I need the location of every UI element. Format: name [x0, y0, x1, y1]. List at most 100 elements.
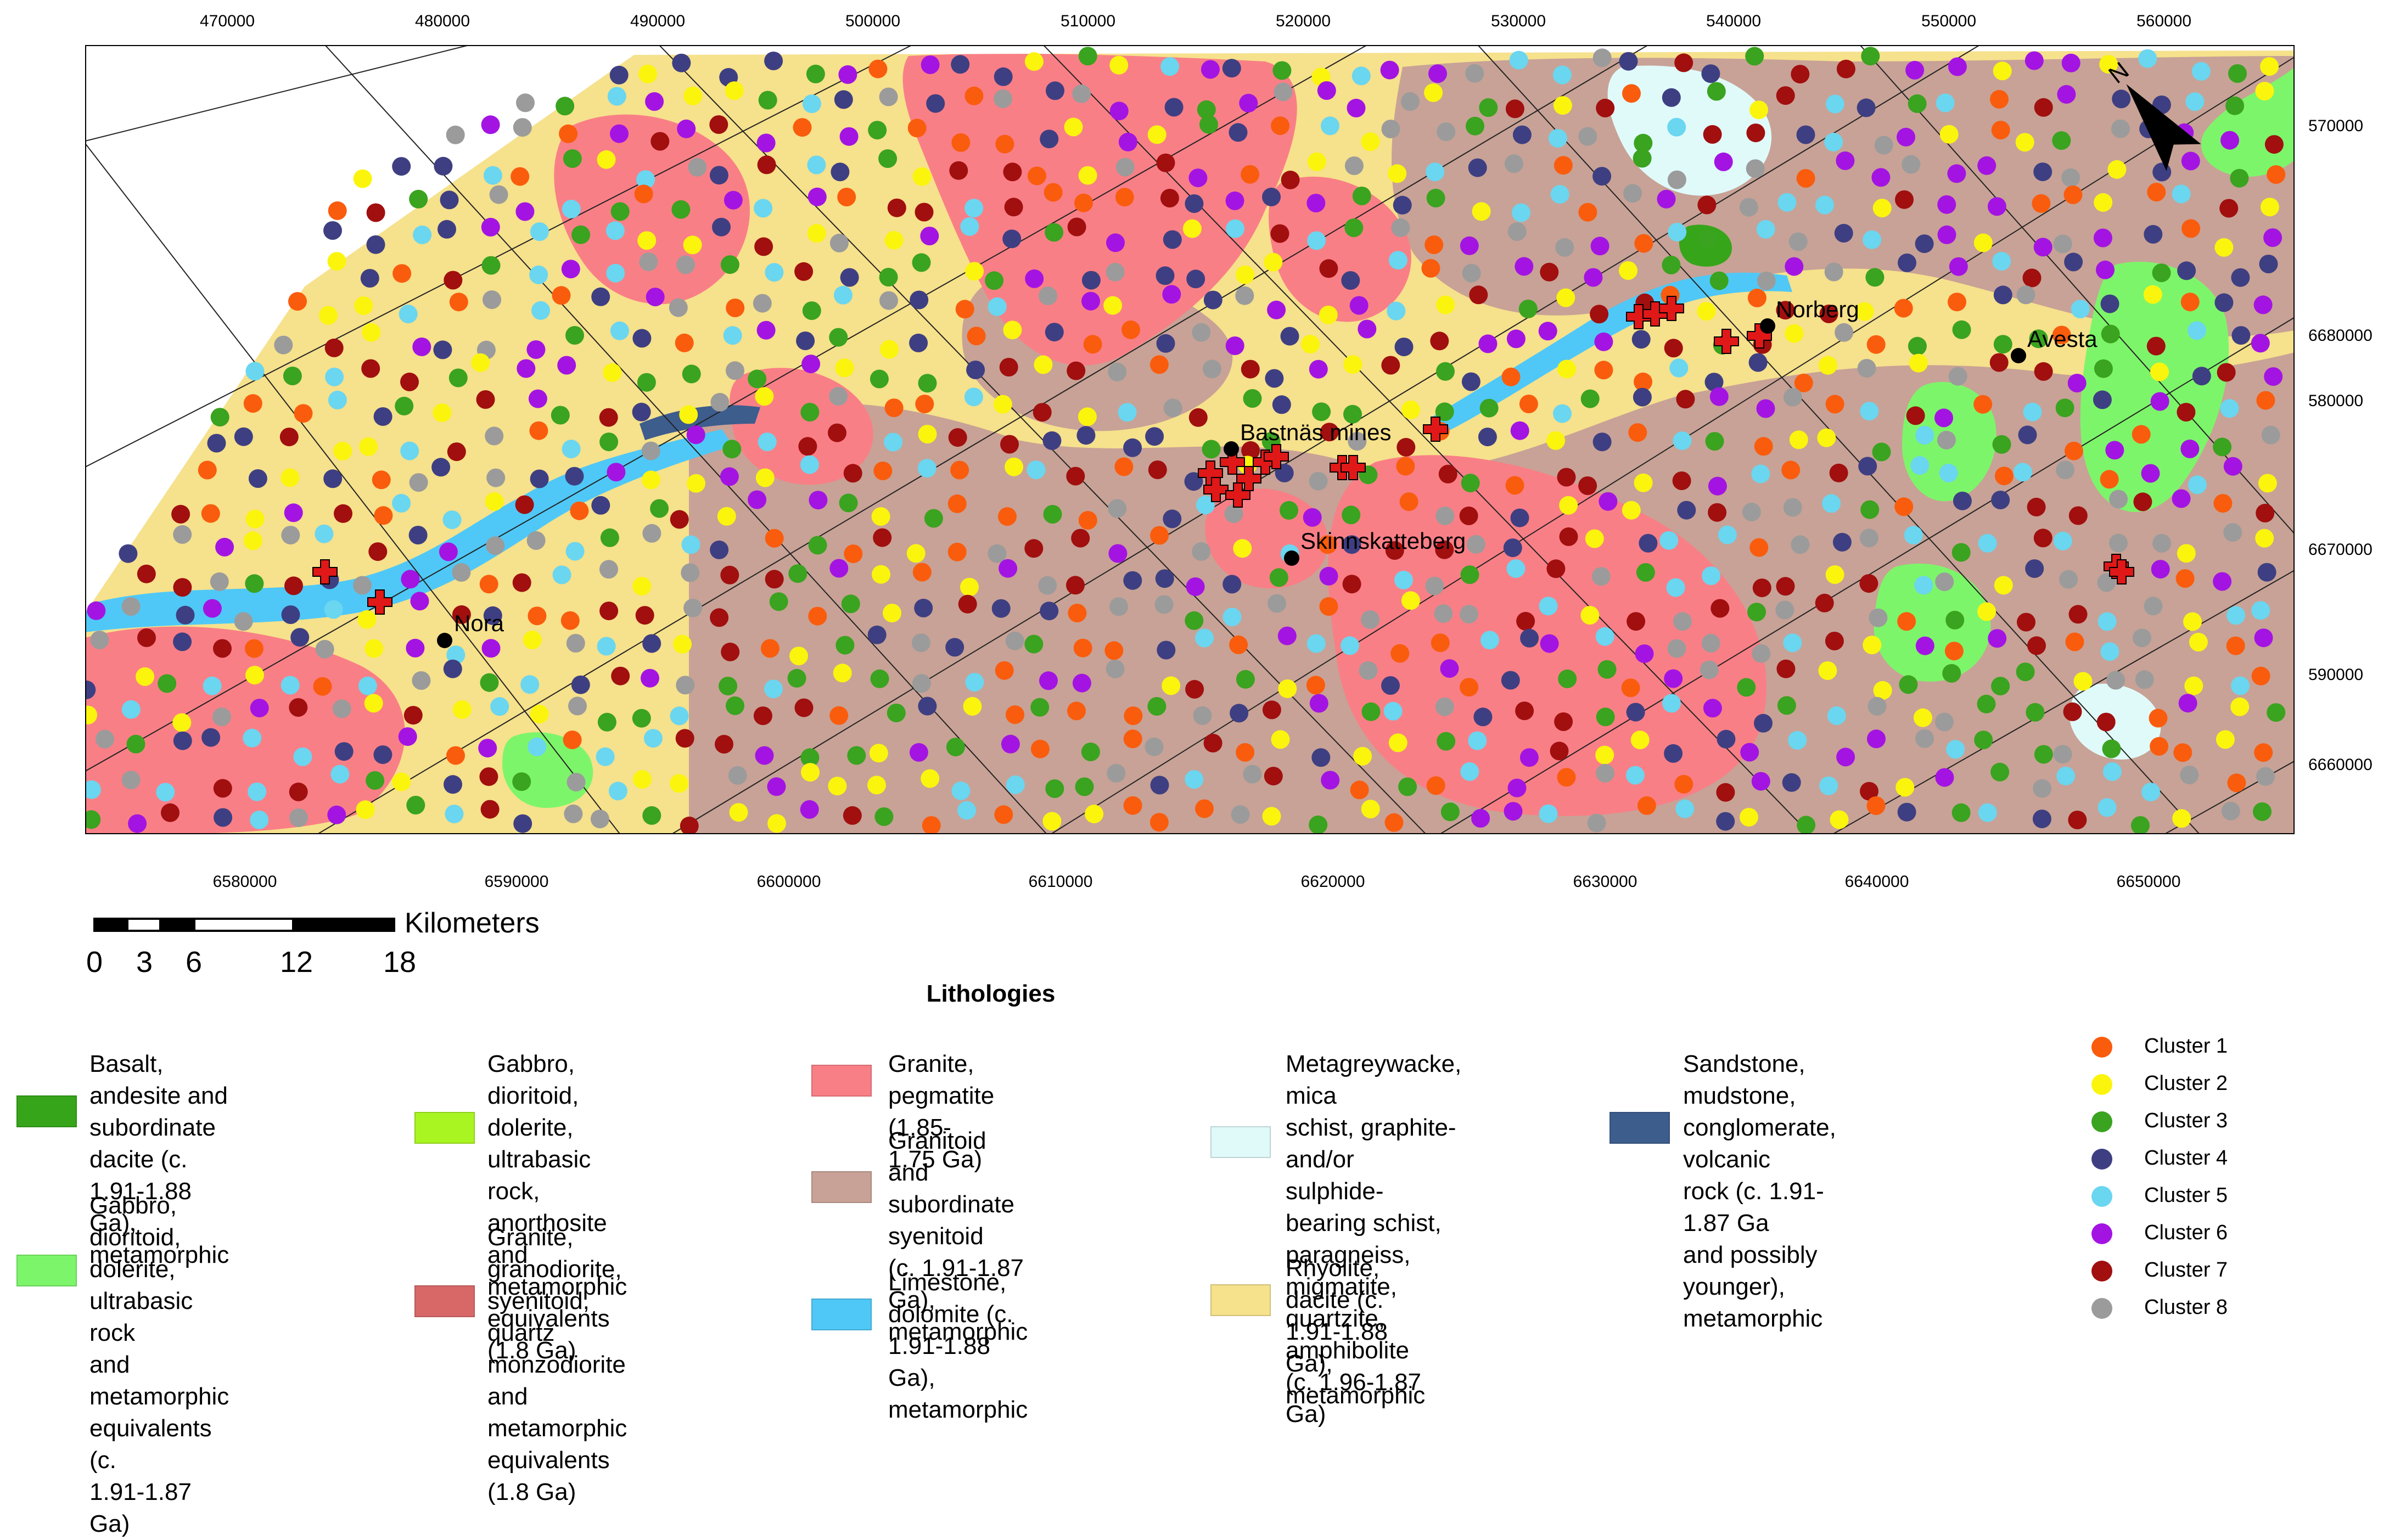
- sample-point: [1278, 679, 1297, 698]
- place-norberg: Norberg: [1760, 296, 1859, 334]
- sample-point: [2061, 168, 2080, 187]
- coord-label: 6610000: [1028, 873, 1093, 891]
- sample-point: [1788, 232, 1808, 251]
- sample-point: [2032, 810, 2051, 829]
- sample-point: [1948, 293, 1966, 312]
- scale-segment: [126, 918, 161, 932]
- sample-point: [1435, 507, 1455, 525]
- sample-point: [1225, 191, 1244, 210]
- place-label-norberg: Norberg: [1776, 296, 1859, 322]
- sample-point: [1431, 633, 1450, 653]
- sample-point: [2230, 168, 2249, 188]
- sample-point: [1751, 464, 1770, 484]
- sample-point: [964, 199, 984, 218]
- legend-swatch: [811, 1065, 872, 1097]
- sample-point: [603, 363, 622, 382]
- coord-label: 510000: [1060, 12, 1116, 30]
- sample-point: [479, 575, 498, 594]
- sample-point: [798, 437, 817, 456]
- sample-point: [1590, 237, 1610, 256]
- coord-label: 6670000: [2308, 541, 2373, 559]
- sample-point: [2013, 463, 2032, 482]
- sample-point: [2022, 268, 2042, 288]
- sample-point: [1435, 540, 1454, 559]
- sample-point: [210, 408, 229, 427]
- sample-point: [2231, 326, 2251, 345]
- coord-label: 540000: [1706, 12, 1762, 30]
- sample-point: [1034, 355, 1053, 374]
- sample-point: [245, 509, 265, 529]
- sample-point: [400, 441, 419, 460]
- sample-point: [2255, 529, 2274, 548]
- sample-point: [1634, 234, 1653, 253]
- sample-point: [884, 432, 903, 452]
- sample-point: [883, 604, 901, 622]
- sample-point: [1222, 575, 1242, 594]
- sample-point: [2057, 85, 2076, 104]
- sample-point: [945, 638, 964, 657]
- sample-point: [2135, 670, 2154, 689]
- sample-point: [1196, 496, 1215, 515]
- sample-point: [1595, 627, 1614, 646]
- sample-point: [1044, 183, 1063, 202]
- legend-swatch: [414, 1112, 475, 1144]
- sample-point: [963, 697, 982, 716]
- sample-point: [1186, 577, 1205, 596]
- sample-point: [1505, 99, 1524, 119]
- sample-point: [245, 639, 263, 658]
- sample-point: [96, 729, 114, 749]
- sample-point: [681, 535, 700, 554]
- sample-point: [837, 188, 856, 206]
- sample-point: [1394, 570, 1413, 589]
- sample-point: [1708, 476, 1727, 496]
- sample-point: [985, 271, 1004, 290]
- sample-point: [2178, 694, 2197, 713]
- sample-point: [1006, 775, 1025, 794]
- sample-point: [1342, 535, 1361, 554]
- sample-point: [1039, 671, 1058, 690]
- sample-point: [2253, 295, 2273, 314]
- sample-point: [1118, 132, 1137, 151]
- sample-point: [2064, 252, 2083, 272]
- sample-point: [1659, 531, 1679, 550]
- sample-point: [1319, 597, 1338, 616]
- sample-point: [1630, 730, 1650, 750]
- sample-point: [528, 389, 547, 408]
- sample-point: [2093, 390, 2112, 409]
- sample-point: [918, 696, 937, 716]
- sample-point: [1269, 568, 1288, 587]
- sample-point: [2026, 702, 2045, 722]
- sample-point: [599, 560, 618, 579]
- sample-point: [2151, 560, 2170, 579]
- sample-point: [834, 90, 853, 109]
- sample-point: [672, 53, 691, 72]
- sample-point: [829, 387, 848, 406]
- sample-point: [2172, 489, 2191, 508]
- sample-point: [452, 563, 471, 582]
- sample-point: [2253, 802, 2272, 821]
- sample-point: [1558, 669, 1577, 688]
- sample-point: [2256, 391, 2275, 410]
- sample-point: [710, 540, 729, 559]
- sample-point: [726, 696, 744, 715]
- sample-point: [1505, 476, 1524, 495]
- sample-point: [1516, 611, 1535, 631]
- sample-point: [726, 299, 745, 317]
- sample-point: [137, 564, 156, 583]
- sample-point: [1437, 122, 1456, 142]
- sample-point: [1469, 285, 1488, 305]
- sample-point: [915, 395, 934, 414]
- sample-point: [1705, 432, 1724, 451]
- cluster-dot-icon: [2091, 1149, 2112, 1170]
- sample-point: [2055, 398, 2074, 418]
- sample-point: [1465, 64, 1484, 83]
- sample-point: [1267, 300, 1286, 319]
- sample-point: [632, 329, 652, 348]
- sample-point: [530, 469, 549, 488]
- sample-point: [2064, 441, 2083, 460]
- sample-point: [1578, 127, 1597, 146]
- sample-point: [906, 544, 926, 563]
- sample-point: [353, 169, 372, 188]
- sample-point: [632, 770, 652, 789]
- sample-point: [721, 642, 740, 661]
